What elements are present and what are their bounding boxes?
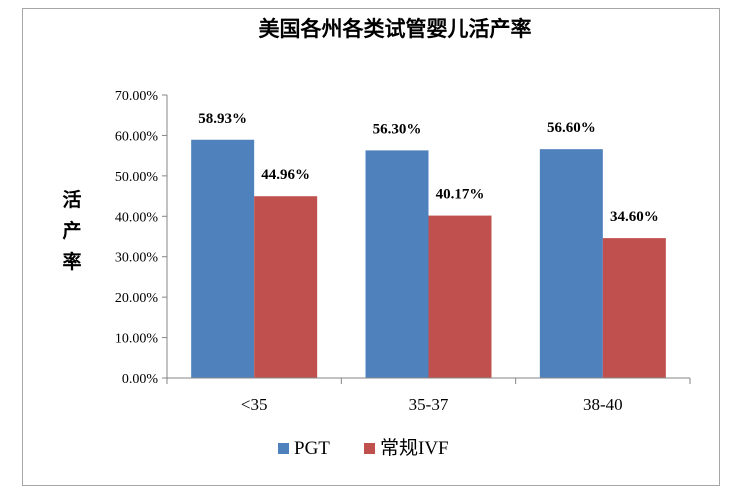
legend-label: PGT	[294, 438, 330, 459]
y-axis-label-char: 产	[62, 219, 81, 242]
y-tick-label: 40.00%	[115, 210, 159, 225]
y-axis-label-char: 活	[62, 188, 81, 211]
x-axis: <35 35-37 38-40	[166, 377, 691, 414]
legend-label: 常规IVF	[380, 437, 449, 459]
legend-swatch	[364, 443, 375, 454]
data-label: 34.60%	[610, 209, 659, 225]
bar-pgt	[365, 150, 429, 378]
data-label: 40.17%	[436, 187, 485, 203]
bar-ivf	[602, 238, 666, 378]
chart-title: 美国各州各类试管婴儿活产率	[259, 17, 532, 41]
y-tick-label: 30.00%	[115, 251, 159, 266]
data-label: 56.30%	[373, 121, 422, 137]
bar-pgt	[191, 139, 255, 378]
y-tick-label: 50.00%	[115, 170, 159, 185]
x-tick-label: 38-40	[583, 395, 623, 414]
x-tick-label: 35-37	[409, 395, 449, 414]
legend-swatch	[278, 443, 289, 454]
bar-ivf	[254, 196, 318, 378]
y-tick-label: 20.00%	[115, 291, 159, 306]
y-tick-label: 60.00%	[115, 129, 159, 144]
y-tick-label: 10.00%	[115, 332, 159, 347]
y-axis-label: 活产率	[62, 188, 81, 273]
data-label: 56.60%	[547, 120, 596, 136]
bars: 58.93% 56.30% 56.60% 44.96% 40.17% 34.60%	[191, 111, 666, 378]
y-axis: 0.00% 10.00% 20.00% 30.00% 40.00% 50.00% 60.00…	[115, 89, 168, 387]
y-axis-label-char: 率	[62, 250, 81, 273]
data-label: 44.96%	[261, 167, 310, 183]
bar-ivf	[428, 215, 492, 378]
data-label: 58.93%	[198, 111, 247, 127]
y-tick-label: 0.00%	[122, 372, 159, 387]
x-tick-label: <35	[241, 395, 268, 414]
bar-pgt	[539, 149, 603, 378]
legend: PGT 常规IVF	[278, 437, 449, 459]
y-tick-label: 70.00%	[115, 89, 159, 104]
